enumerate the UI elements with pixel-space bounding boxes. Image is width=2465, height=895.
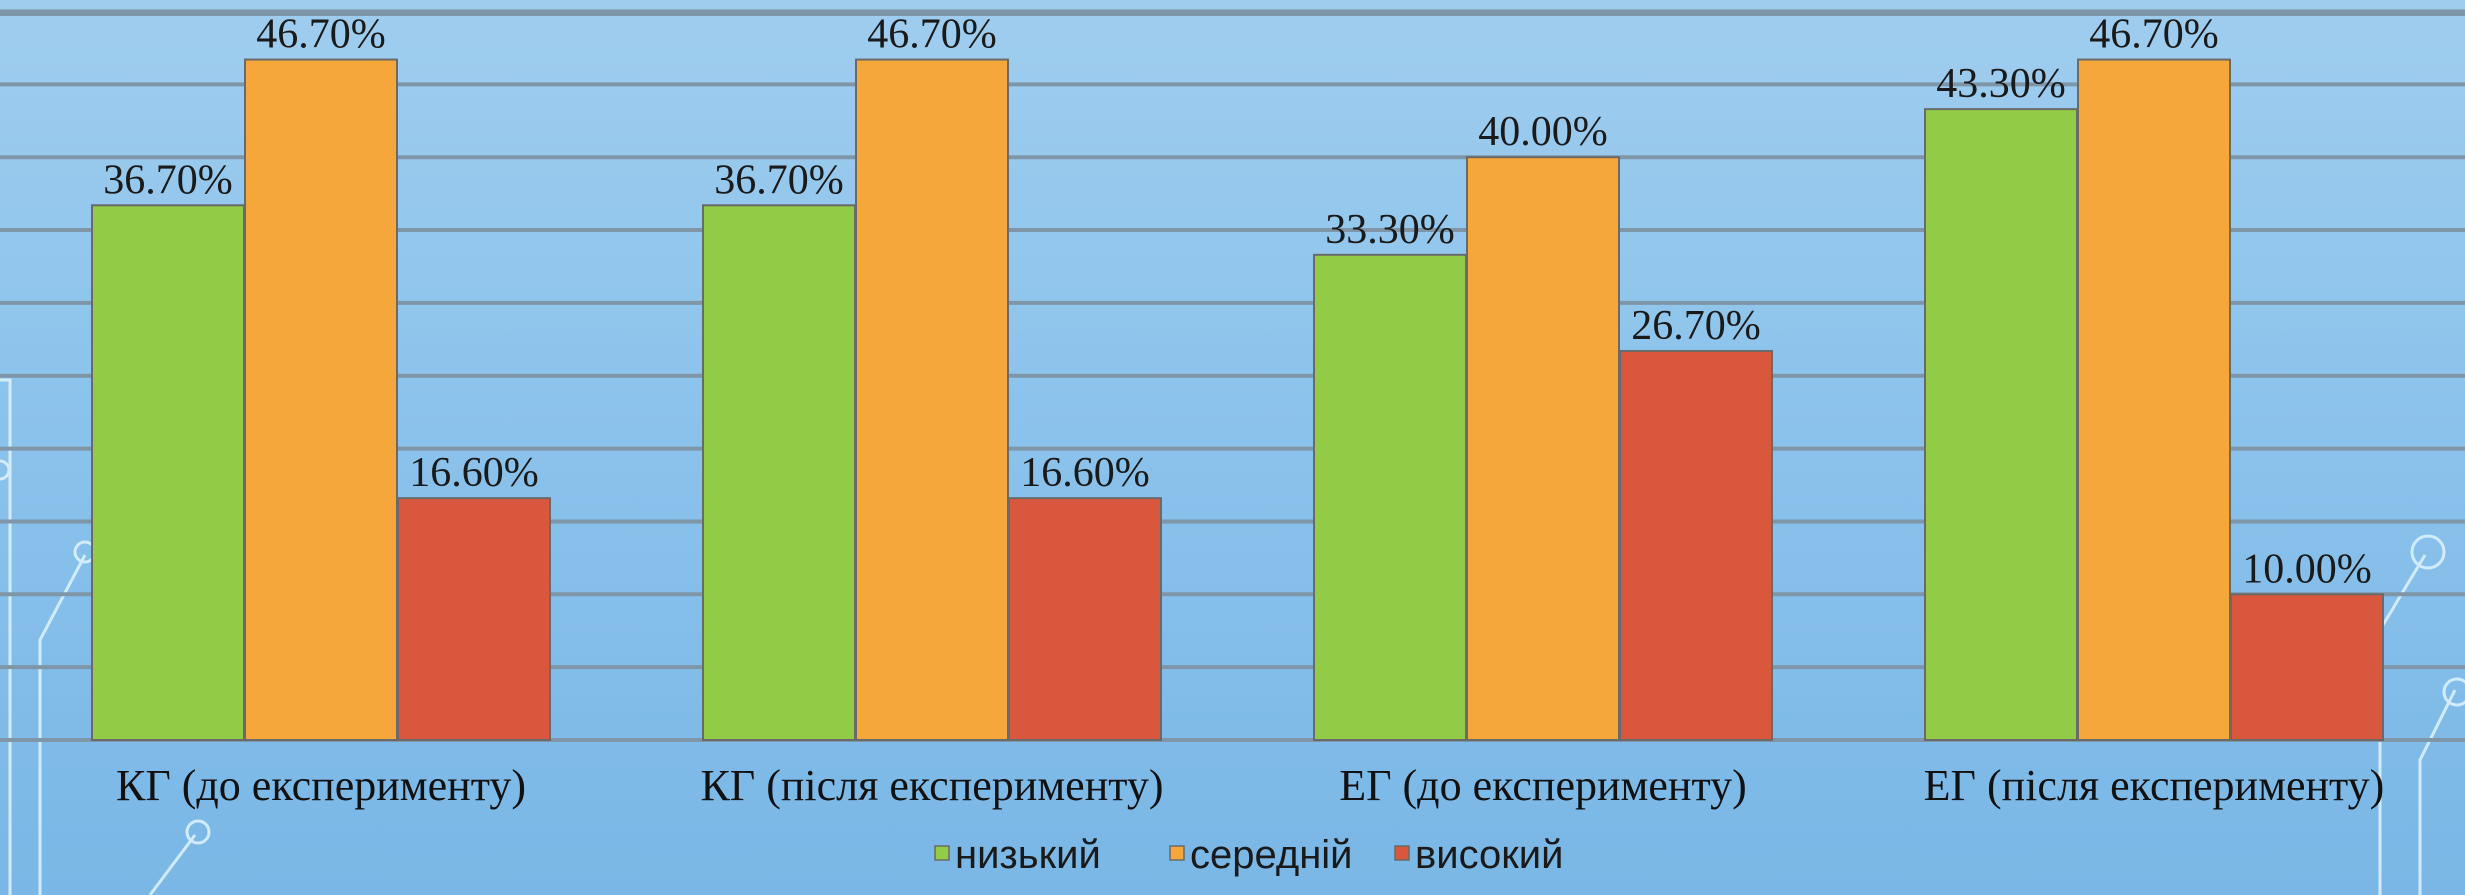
x-axis-tick-labels: КГ (до експерименту) КГ (після експеримен…: [116, 761, 2384, 810]
legend: низький середній високий: [934, 833, 1563, 877]
bar-marks: [91, 58, 2384, 742]
bar-value-label: 36.70%: [103, 157, 233, 203]
bar-value-label: 10.00%: [2242, 546, 2372, 592]
legend-swatch: [1169, 845, 1185, 861]
bar: [1008, 497, 1162, 741]
bar-value-label: 33.30%: [1325, 207, 1455, 253]
legend-swatch: [934, 845, 950, 861]
bar: [1924, 108, 2078, 741]
bar-value-label: 46.70%: [256, 12, 386, 58]
bar-value-label: 40.00%: [1478, 109, 1608, 155]
legend-label: низький: [955, 833, 1101, 877]
data-labels: 36.70% 46.70% 16.60% 36.70% 46.70% 16.60% 33.3…: [103, 12, 2372, 593]
bar-value-label: 16.60%: [1020, 450, 1150, 496]
bar-value-label: 43.30%: [1936, 61, 2066, 107]
bar: [397, 497, 551, 741]
bar: [2077, 58, 2231, 742]
bar: [702, 204, 856, 741]
legend-label: високий: [1415, 833, 1563, 877]
bar: [1466, 156, 1620, 741]
bar-value-label: 46.70%: [2089, 12, 2219, 58]
bar: [855, 58, 1009, 742]
legend-label: середній: [1190, 833, 1353, 877]
bar: [1313, 253, 1467, 741]
x-tick-label: ЕГ (до експерименту): [1339, 761, 1747, 810]
legend-swatch: [1394, 845, 1410, 861]
bar-value-label: 16.60%: [409, 450, 539, 496]
x-tick-label: КГ (після експерименту): [700, 761, 1163, 810]
bar: [91, 204, 245, 741]
x-tick-label: ЕГ (після експерименту): [1924, 761, 2385, 810]
bar: [2230, 593, 2384, 741]
bar-value-label: 36.70%: [714, 157, 844, 203]
bar-value-label: 46.70%: [867, 12, 997, 58]
bar: [244, 58, 398, 742]
x-tick-label: КГ (до експерименту): [116, 761, 526, 810]
bar-value-label: 26.70%: [1631, 303, 1761, 349]
bar: [1619, 349, 1773, 741]
